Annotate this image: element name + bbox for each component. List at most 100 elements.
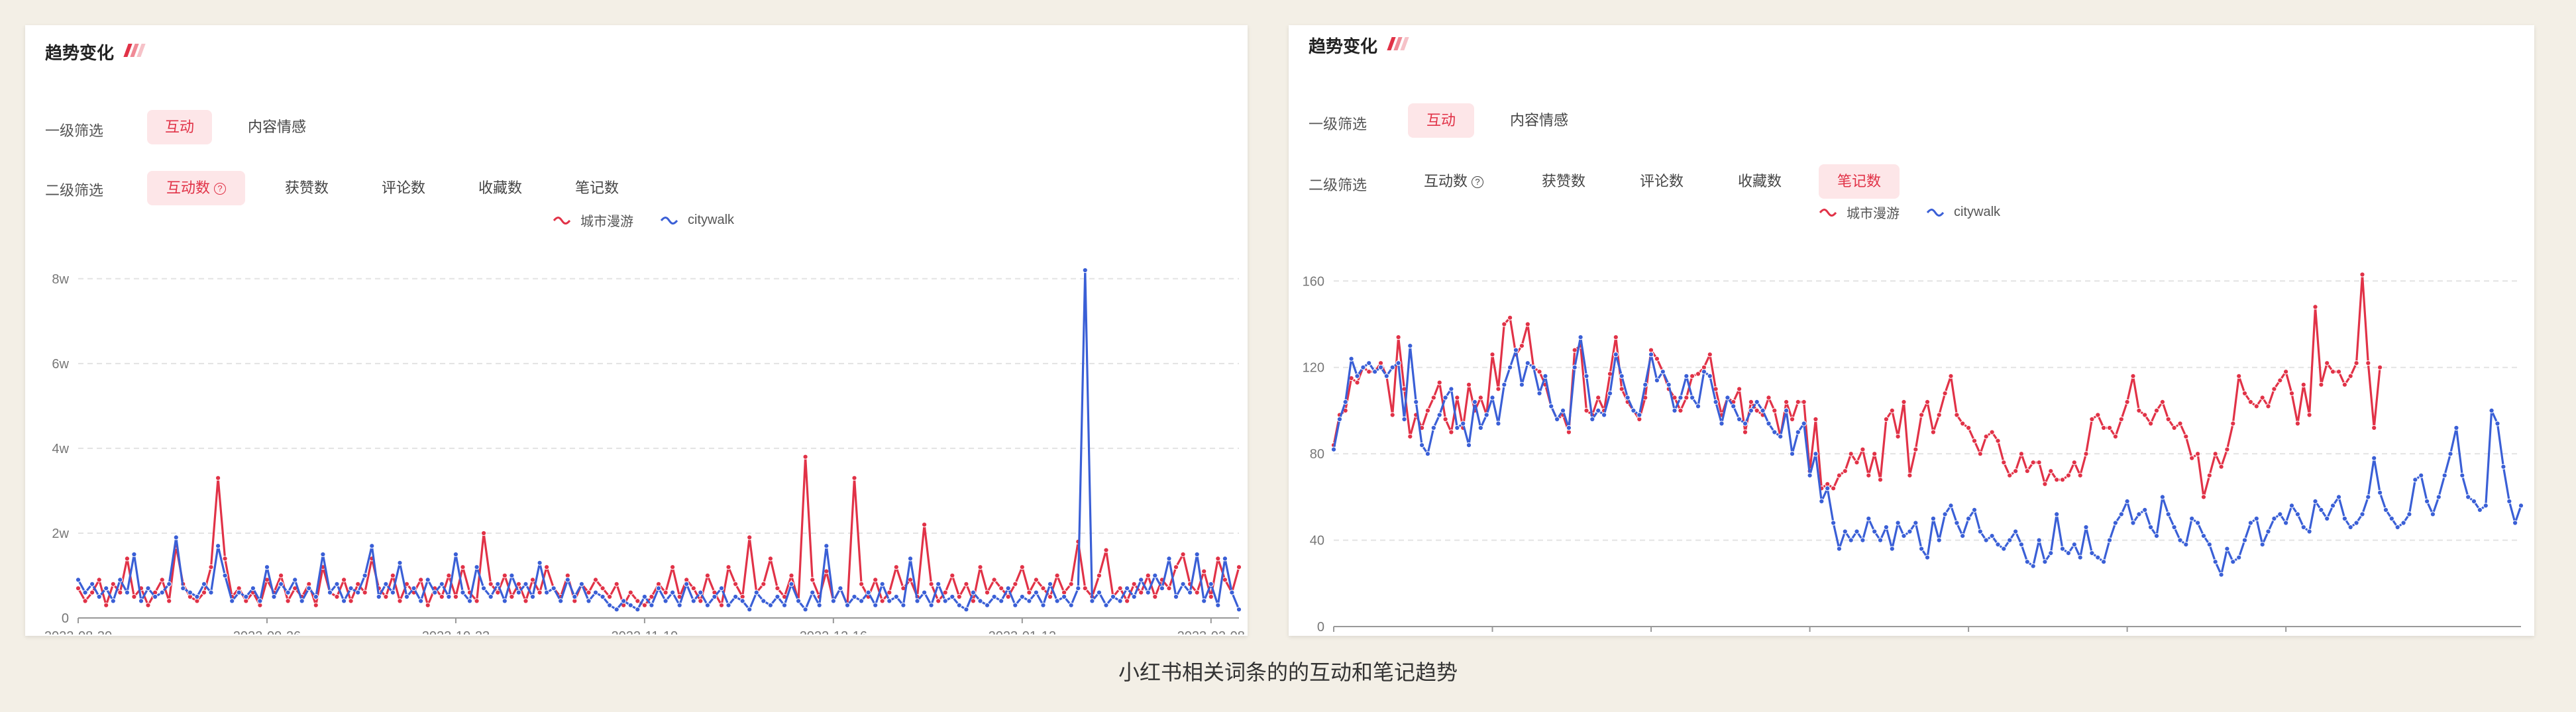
data-point[interactable] <box>96 577 102 583</box>
data-point[interactable] <box>2024 468 2030 474</box>
data-point[interactable] <box>1813 451 1819 457</box>
data-point[interactable] <box>285 598 291 604</box>
data-point[interactable] <box>523 598 529 604</box>
data-point[interactable] <box>1560 407 1566 413</box>
data-point[interactable] <box>767 556 774 562</box>
data-point[interactable] <box>1919 546 1925 552</box>
data-point[interactable] <box>278 572 284 579</box>
data-point[interactable] <box>2130 520 2136 526</box>
data-point[interactable] <box>1860 446 1866 452</box>
data-point[interactable] <box>466 598 473 604</box>
data-point[interactable] <box>879 581 885 587</box>
data-point[interactable] <box>1082 267 1088 274</box>
data-point[interactable] <box>222 556 228 562</box>
data-point[interactable] <box>1619 373 1625 379</box>
data-point[interactable] <box>1695 371 1701 377</box>
data-point[interactable] <box>2195 520 2201 526</box>
data-point[interactable] <box>2048 468 2054 474</box>
data-point[interactable] <box>592 577 599 583</box>
data-point[interactable] <box>2312 498 2318 504</box>
data-point[interactable] <box>1895 520 1901 526</box>
data-point[interactable] <box>1330 446 1337 452</box>
data-point[interactable] <box>956 593 962 600</box>
data-point[interactable] <box>1407 434 1413 440</box>
data-point[interactable] <box>1854 460 1860 466</box>
data-point[interactable] <box>1642 381 1648 387</box>
data-point[interactable] <box>600 593 606 600</box>
data-point[interactable] <box>1336 416 1343 423</box>
data-point[interactable] <box>453 551 459 558</box>
data-point[interactable] <box>1913 446 1919 452</box>
data-point[interactable] <box>1548 403 1554 409</box>
data-point[interactable] <box>1489 352 1495 358</box>
data-point[interactable] <box>215 475 221 481</box>
data-point[interactable] <box>1583 373 1589 379</box>
data-point[interactable] <box>446 572 452 579</box>
data-point[interactable] <box>2506 498 2512 504</box>
data-point[interactable] <box>767 602 774 608</box>
data-point[interactable] <box>341 577 347 583</box>
data-point[interactable] <box>208 589 214 595</box>
data-point[interactable] <box>851 593 857 600</box>
data-point[interactable] <box>928 581 934 587</box>
data-point[interactable] <box>1913 520 1919 526</box>
data-point[interactable] <box>2177 421 2183 427</box>
filter2-option-likes[interactable]: 获赞数 <box>1541 173 1585 189</box>
data-point[interactable] <box>334 593 340 600</box>
data-point[interactable] <box>970 589 977 595</box>
data-point[interactable] <box>2330 503 2336 509</box>
data-point[interactable] <box>1971 438 1978 444</box>
data-point[interactable] <box>1054 572 1060 579</box>
data-point[interactable] <box>1383 373 1389 379</box>
data-point[interactable] <box>614 581 619 587</box>
data-point[interactable] <box>1942 390 1948 396</box>
data-point[interactable] <box>1061 593 1067 600</box>
data-point[interactable] <box>529 593 536 600</box>
data-point[interactable] <box>977 564 983 570</box>
data-point[interactable] <box>2347 524 2353 531</box>
data-point[interactable] <box>2353 360 2359 366</box>
data-point[interactable] <box>1442 395 1448 401</box>
data-point[interactable] <box>956 602 962 608</box>
data-point[interactable] <box>2412 477 2418 483</box>
data-point[interactable] <box>2241 390 2248 396</box>
data-point[interactable] <box>159 589 165 595</box>
data-point[interactable] <box>383 581 389 587</box>
data-point[interactable] <box>2189 455 2195 461</box>
data-point[interactable] <box>208 564 214 570</box>
data-point[interactable] <box>2106 425 2113 431</box>
data-point[interactable] <box>2136 511 2142 517</box>
data-point[interactable] <box>2124 498 2130 504</box>
data-point[interactable] <box>1477 425 1483 431</box>
data-point[interactable] <box>397 560 403 566</box>
data-point[interactable] <box>1660 369 1666 375</box>
data-point[interactable] <box>2153 533 2160 539</box>
data-point[interactable] <box>2324 360 2330 366</box>
data-point[interactable] <box>82 598 88 604</box>
data-point[interactable] <box>1772 407 1778 413</box>
data-point[interactable] <box>922 522 928 528</box>
data-point[interactable] <box>796 598 802 604</box>
data-point[interactable] <box>2089 550 2095 556</box>
data-point[interactable] <box>2083 451 2089 457</box>
data-point[interactable] <box>1607 390 1613 396</box>
data-point[interactable] <box>1026 598 1032 604</box>
data-point[interactable] <box>1654 378 1660 383</box>
filter2-option-favorites[interactable]: 收藏数 <box>1737 173 1782 189</box>
data-point[interactable] <box>222 572 228 579</box>
data-point[interactable] <box>1236 607 1242 613</box>
data-point[interactable] <box>1542 373 1548 379</box>
data-point[interactable] <box>1215 602 1221 608</box>
data-point[interactable] <box>1366 369 1372 375</box>
data-point[interactable] <box>627 602 633 608</box>
data-point[interactable] <box>362 572 368 579</box>
data-point[interactable] <box>1572 347 1578 353</box>
data-point[interactable] <box>859 581 865 587</box>
data-point[interactable] <box>159 577 165 583</box>
data-point[interactable] <box>2142 412 2148 418</box>
legend-item-city-roam[interactable]: 城市漫游 <box>1819 203 1900 222</box>
data-point[interactable] <box>1678 407 1684 413</box>
data-point[interactable] <box>495 581 501 587</box>
data-point[interactable] <box>362 589 368 595</box>
data-point[interactable] <box>2206 542 2212 548</box>
